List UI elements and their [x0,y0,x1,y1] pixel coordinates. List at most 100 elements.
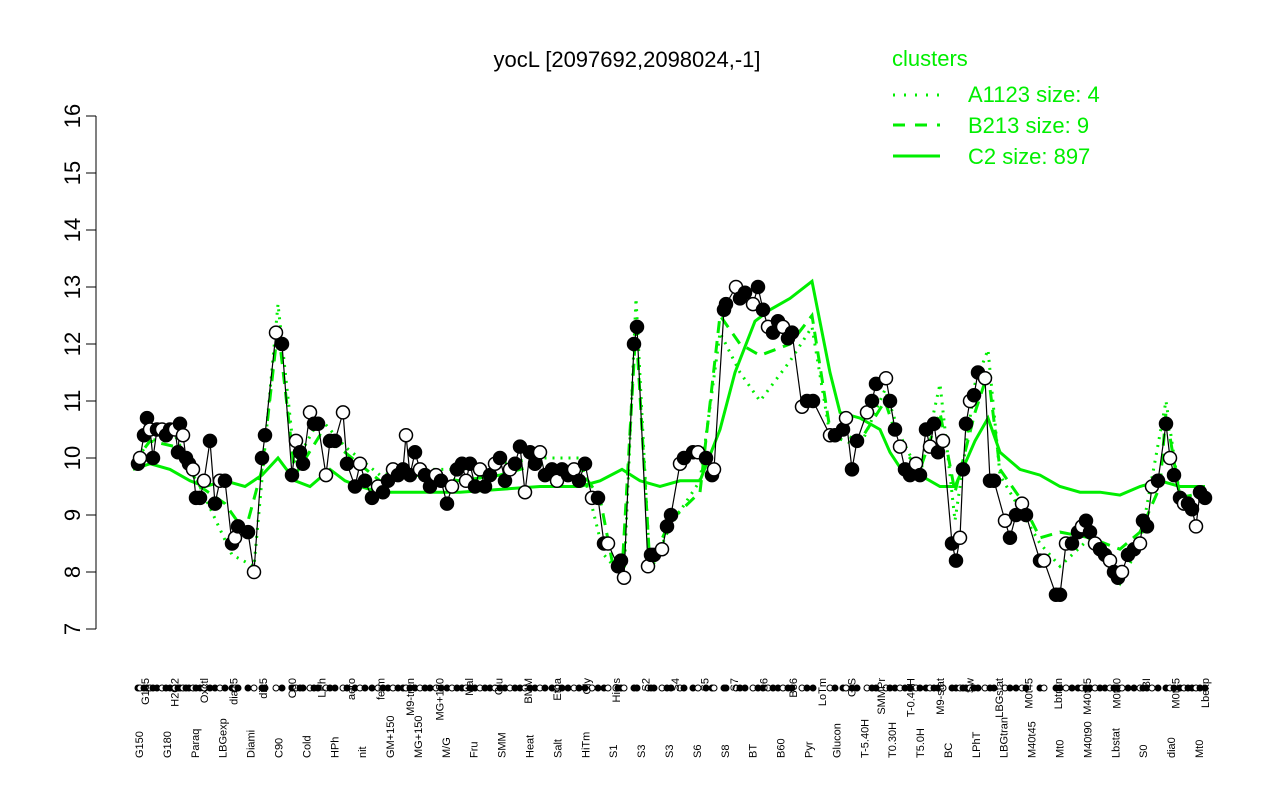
data-point [755,302,771,318]
data-point [1188,519,1204,534]
data-point [327,433,343,449]
x-tick-label-top: S7 [729,678,741,691]
x-tick-label-bottom: S6 [692,745,704,758]
data-point [310,416,326,432]
x-tick-label-top: M9-tran [405,678,417,716]
data-point [1158,416,1174,432]
chart-title: yocL [2097692,2098024,-1] [493,47,760,72]
y-tick-label: 8 [60,566,85,578]
x-tick-label-top: S5 [699,678,711,691]
data-point [175,427,191,443]
data-point [207,496,223,511]
legend-entry-b213: B213 size: 9 [968,113,1089,138]
x-tick-label-top: BI [1141,678,1153,688]
data-point [1018,507,1034,523]
x-tick-label-bottom: BC [943,743,955,758]
x-tick-label-bottom: M/G [441,737,453,758]
x-tick-label-bottom: T5.0H [915,728,927,758]
data-point [878,370,894,386]
data-point [912,467,928,483]
data-point [616,570,632,585]
x-marker [803,684,811,692]
data-point [295,456,311,471]
x-tick-label-top: dia15 [228,678,240,705]
data-point [966,388,982,403]
x-marker [361,684,369,692]
x-marker [368,684,376,692]
x-tick-label-bottom: S3 [664,745,676,758]
x-marker [694,684,702,692]
data-point [1166,467,1182,483]
x-tick-label-top: Gly [582,678,594,695]
x-tick-label-bottom: G150 [134,731,146,758]
data-point [1139,519,1155,534]
x-tick-label-bottom: SMM [497,732,509,758]
x-marker [788,684,796,692]
data-point [997,513,1013,528]
x-marker [1022,684,1030,692]
x-tick-label-top: Lbexp [1200,678,1212,708]
data-point [1064,536,1080,551]
x-tick-label-top: T-0.40H [906,678,918,717]
data-point [571,473,587,489]
data-point [1150,473,1166,489]
data-point [246,564,262,580]
x-tick-label-top: M9-stat [935,678,947,715]
data-point [1002,530,1018,546]
data-point [706,462,722,477]
legend-entry-a1123: A1123 size: 4 [968,82,1100,107]
x-marker [1068,684,1076,692]
data-point [335,405,351,420]
data-point [737,285,753,300]
x-tick-label-bottom: Paraq [190,729,202,758]
x-marker [1040,684,1048,692]
x-tick-label-top: LoTm [817,678,829,706]
legend-entry-c2: C2 size: 897 [968,144,1090,169]
data-point [849,433,865,449]
data-point [444,479,460,494]
x-marker [710,684,718,692]
x-tick-label-bottom: HiTm [580,732,592,758]
y-tick-label: 10 [60,446,85,470]
data-point [986,473,1002,489]
x-tick-label-top: Mal [464,678,476,696]
data-point [433,473,449,489]
x-tick-label-bottom: M40t45 [1027,721,1039,758]
data-point [257,427,273,443]
x-tick-label-bottom: S1 [608,745,620,758]
x-tick-label-bottom: Diami [246,730,258,758]
x-tick-label-bottom: Fru [469,742,481,759]
x-marker [1006,684,1014,692]
x-marker [990,684,998,692]
data-point [357,473,373,489]
x-tick-label-bottom: dia0 [1166,737,1178,758]
data-point [926,416,942,432]
x-marker [974,684,982,692]
x-axis: G135 H2O2 Oxctl dia15 dia5 C30 LPh aero ferm M9-t… [134,677,1212,758]
x-marker [916,684,924,692]
x-marker [581,684,589,692]
x-marker [272,684,280,692]
x-tick-label-top: S4 [670,678,682,691]
data-point [196,473,212,489]
data-point [935,433,951,449]
x-marker [741,684,749,692]
x-tick-label-top: Etha [552,677,564,701]
x-marker [633,684,641,692]
data-point [352,456,368,471]
x-marker [872,684,880,692]
data-point [407,445,423,460]
x-tick-label-top: G/S [847,678,859,697]
x-tick-label-top: S6 [758,678,770,691]
x-tick-label-top: ferm [376,678,388,700]
x-tick-label-bottom: nit [357,746,369,758]
x-tick-label-bottom: LPhT [971,731,983,758]
x-marker [234,684,242,692]
x-tick-label-bottom: M40t90 [1082,721,1094,758]
data-point [517,484,533,500]
x-tick-label-top: C30 [287,678,299,698]
sample-profile-line [130,279,1213,603]
x-tick-label-top: LPh [317,678,329,698]
x-tick-label-bottom: LBGexp [218,718,230,758]
data-point [629,319,645,335]
